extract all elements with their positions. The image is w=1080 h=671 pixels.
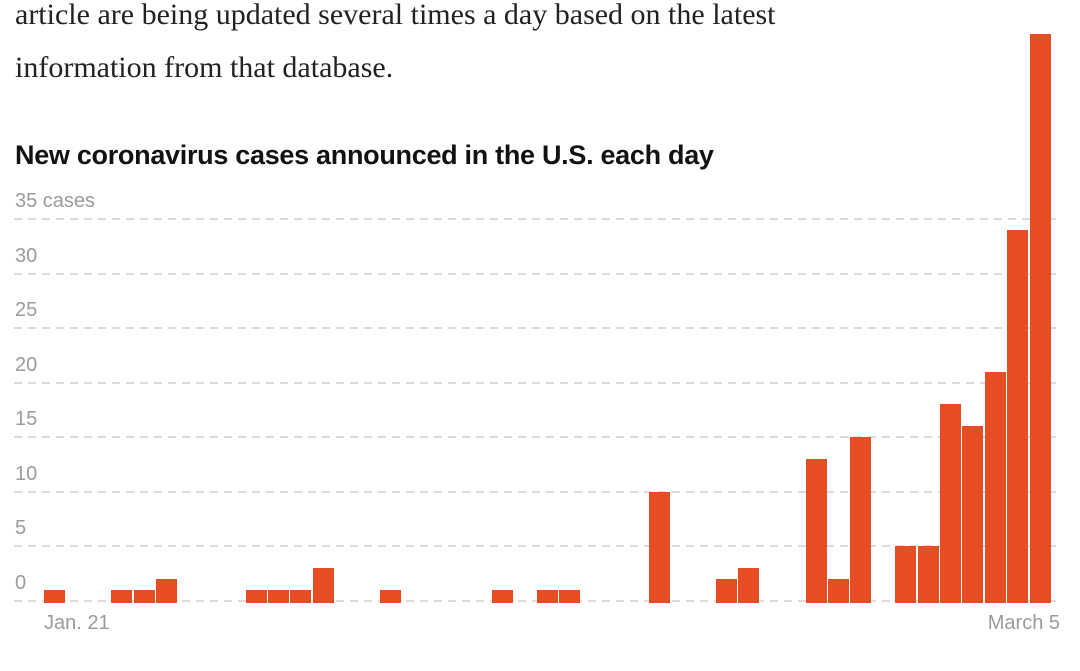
- bar-jan-21: [44, 589, 65, 603]
- y-tick-label-35: 35 cases: [15, 190, 96, 212]
- gridline-35: [14, 218, 1056, 220]
- y-tick-label-20: 20: [15, 353, 38, 376]
- y-tick-label-30: 30: [15, 244, 38, 267]
- bar-feb-5: [380, 589, 401, 603]
- bar-feb-1: [290, 589, 312, 603]
- bar-feb-17: [648, 491, 670, 603]
- bar-feb-13: [559, 589, 581, 603]
- bar-jan-30: [245, 589, 267, 603]
- bar-jan-25: [133, 589, 155, 603]
- bar-march-3: [984, 371, 1006, 603]
- bar-feb-26: [850, 437, 872, 603]
- x-axis-label-end: March 5: [987, 612, 1060, 634]
- y-tick-label-5: 5: [15, 517, 27, 539]
- bar-march-1: [940, 404, 961, 603]
- intro-paragraph-line2: information from that database.: [15, 51, 394, 84]
- y-tick-label-15: 15: [15, 408, 38, 430]
- bar-jan-31: [268, 589, 289, 603]
- gridline-25: [14, 327, 1056, 329]
- y-tick-label-25: 25: [15, 299, 38, 321]
- bar-feb-10: [492, 589, 513, 603]
- gridline-15: [14, 436, 1056, 438]
- bar-jan-26: [156, 578, 177, 603]
- bar-march-5: [1029, 33, 1051, 603]
- bar-feb-29: [917, 546, 939, 603]
- gridline-30: [14, 272, 1056, 275]
- gridline-10: [14, 490, 1056, 493]
- bar-feb-21: [738, 567, 760, 603]
- x-axis-label-start: Jan. 21: [44, 612, 110, 634]
- intro-paragraph-line1: article are being updated several times …: [15, 0, 776, 31]
- chart-title: New coronavirus cases announced in the U…: [15, 140, 714, 170]
- bar-feb-12: [536, 589, 558, 603]
- y-tick-label-10: 10: [15, 462, 38, 485]
- y-tick-label-0: 0: [15, 571, 27, 594]
- bar-feb-20: [716, 578, 737, 603]
- bar-jan-24: [111, 589, 133, 603]
- bar-march-4: [1007, 229, 1029, 603]
- bar-feb-2: [312, 567, 334, 603]
- gridline-5: [14, 545, 1056, 547]
- bar-march-2: [962, 426, 984, 603]
- gridline-20: [14, 381, 1056, 384]
- gridline-0: [14, 599, 1056, 602]
- bar-feb-24: [805, 458, 827, 603]
- bar-feb-28: [895, 546, 917, 603]
- bar-feb-25: [828, 578, 849, 603]
- bars-layer: [44, 0, 1052, 603]
